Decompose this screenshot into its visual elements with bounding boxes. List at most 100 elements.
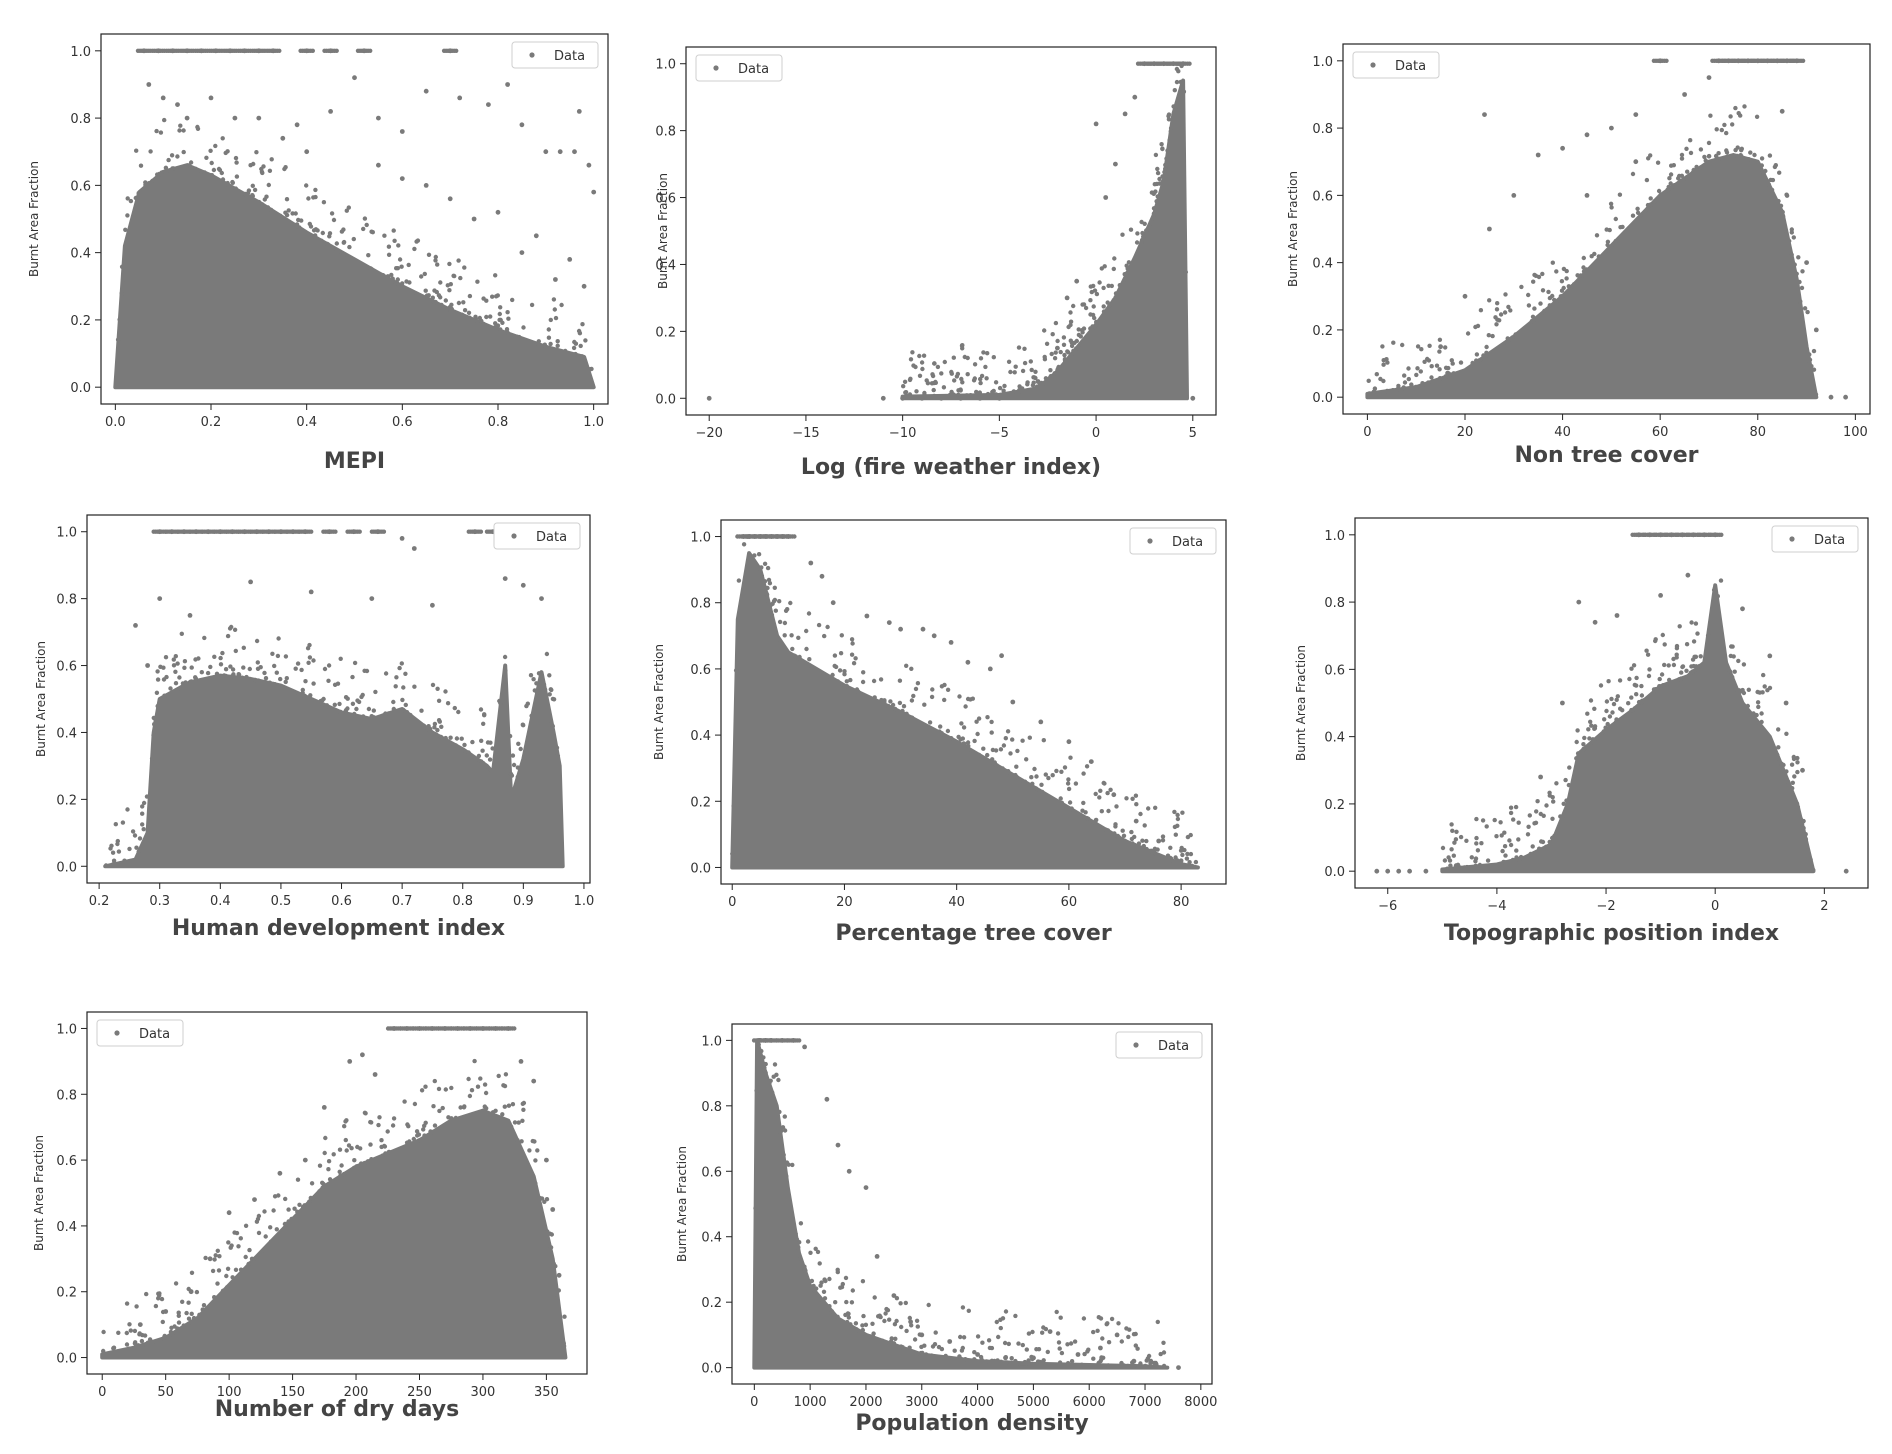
data-point xyxy=(127,846,132,852)
data-point xyxy=(432,721,438,727)
data-point xyxy=(1691,639,1697,644)
data-point xyxy=(1644,648,1649,653)
data-point xyxy=(446,1115,451,1120)
data-point xyxy=(447,261,452,267)
outlier-point xyxy=(145,663,151,668)
outlier-point xyxy=(1038,719,1044,725)
data-point xyxy=(1047,375,1053,380)
data-point xyxy=(1729,644,1734,649)
legend-box xyxy=(511,41,599,69)
data-point xyxy=(128,1328,133,1333)
data-point xyxy=(250,183,255,188)
data-point xyxy=(497,698,502,704)
outlier-point xyxy=(1016,392,1022,398)
data-point xyxy=(317,1189,322,1194)
data-point xyxy=(176,1310,181,1315)
data-point xyxy=(256,1230,262,1236)
data-point xyxy=(1508,810,1514,816)
data-point xyxy=(230,667,236,672)
data-point xyxy=(101,1348,106,1354)
data-point xyxy=(386,711,391,716)
data-point xyxy=(1554,269,1559,274)
data-point xyxy=(128,198,134,204)
data-point xyxy=(1020,1342,1025,1348)
data-point xyxy=(1101,304,1106,309)
data-point xyxy=(1050,332,1055,337)
data-point xyxy=(1689,620,1694,625)
data-point xyxy=(1706,140,1712,146)
data-point xyxy=(478,1076,483,1081)
outlier-point xyxy=(819,573,825,579)
x-tick-label: −10 xyxy=(889,426,916,441)
outlier-point xyxy=(304,149,310,155)
data-point xyxy=(1543,844,1549,849)
data-point xyxy=(1775,752,1780,757)
data-point xyxy=(1046,775,1051,781)
data-point xyxy=(1081,800,1086,806)
data-point xyxy=(1792,774,1797,779)
data-point xyxy=(1481,353,1486,358)
data-point xyxy=(555,343,560,348)
data-point xyxy=(883,1311,888,1316)
data-point xyxy=(1494,834,1499,839)
data-point xyxy=(439,302,444,308)
data-point xyxy=(1391,340,1396,345)
data-point xyxy=(1688,138,1693,143)
data-point xyxy=(193,675,198,680)
data-point xyxy=(1705,633,1711,638)
data-point xyxy=(175,154,180,159)
data-point xyxy=(1168,845,1173,850)
data-point xyxy=(521,1100,527,1106)
data-point xyxy=(195,124,200,130)
data-point xyxy=(1724,130,1729,136)
data-point xyxy=(343,709,348,714)
x-tick-label: 5000 xyxy=(1017,1395,1050,1410)
data-point xyxy=(1620,224,1625,230)
data-point xyxy=(1776,745,1781,750)
y-tick-label: 0.8 xyxy=(655,125,676,140)
data-point xyxy=(772,1062,778,1067)
outlier-point xyxy=(1423,868,1429,874)
data-point xyxy=(994,1319,999,1325)
data-point xyxy=(449,306,454,312)
y-tick-label: 0.2 xyxy=(690,795,711,810)
data-point xyxy=(1508,308,1513,313)
data-point xyxy=(209,160,214,166)
data-point xyxy=(175,1326,180,1331)
data-point xyxy=(1592,251,1597,257)
data-cloud xyxy=(100,1108,568,1360)
data-point xyxy=(1068,338,1074,343)
data-point xyxy=(422,1133,427,1138)
data-point xyxy=(203,1255,208,1261)
data-point xyxy=(308,693,313,698)
data-point xyxy=(1528,851,1533,857)
data-point xyxy=(315,228,320,233)
data-point xyxy=(985,351,990,356)
data-point xyxy=(979,373,985,379)
data-point xyxy=(530,1138,535,1144)
data-point xyxy=(1119,1360,1124,1366)
outlier-point xyxy=(1614,613,1620,618)
outlier-point xyxy=(977,395,983,401)
data-point xyxy=(423,1084,428,1089)
outlier-point xyxy=(997,395,1002,401)
data-point xyxy=(846,1311,851,1317)
data-point xyxy=(945,728,951,734)
data-point xyxy=(983,364,988,370)
data-point xyxy=(496,1073,501,1079)
outlier-point xyxy=(502,576,508,581)
plot-frame xyxy=(685,46,1217,416)
data-point xyxy=(1703,158,1708,163)
data-point xyxy=(1498,312,1504,317)
outlier-point xyxy=(1074,278,1080,284)
data-point xyxy=(1697,663,1702,669)
data-point xyxy=(223,673,228,679)
data-point xyxy=(1542,308,1547,314)
x-axis-label: Non tree cover xyxy=(1515,443,1699,468)
data-point xyxy=(1742,104,1747,109)
data-point xyxy=(209,173,215,178)
data-point xyxy=(886,703,891,709)
data-point xyxy=(431,1104,436,1109)
data-point xyxy=(547,692,552,697)
data-point xyxy=(1058,1315,1063,1320)
